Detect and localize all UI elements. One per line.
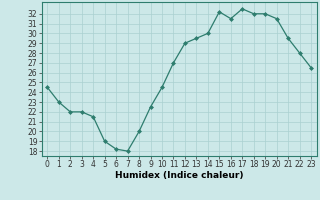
X-axis label: Humidex (Indice chaleur): Humidex (Indice chaleur) <box>115 171 244 180</box>
